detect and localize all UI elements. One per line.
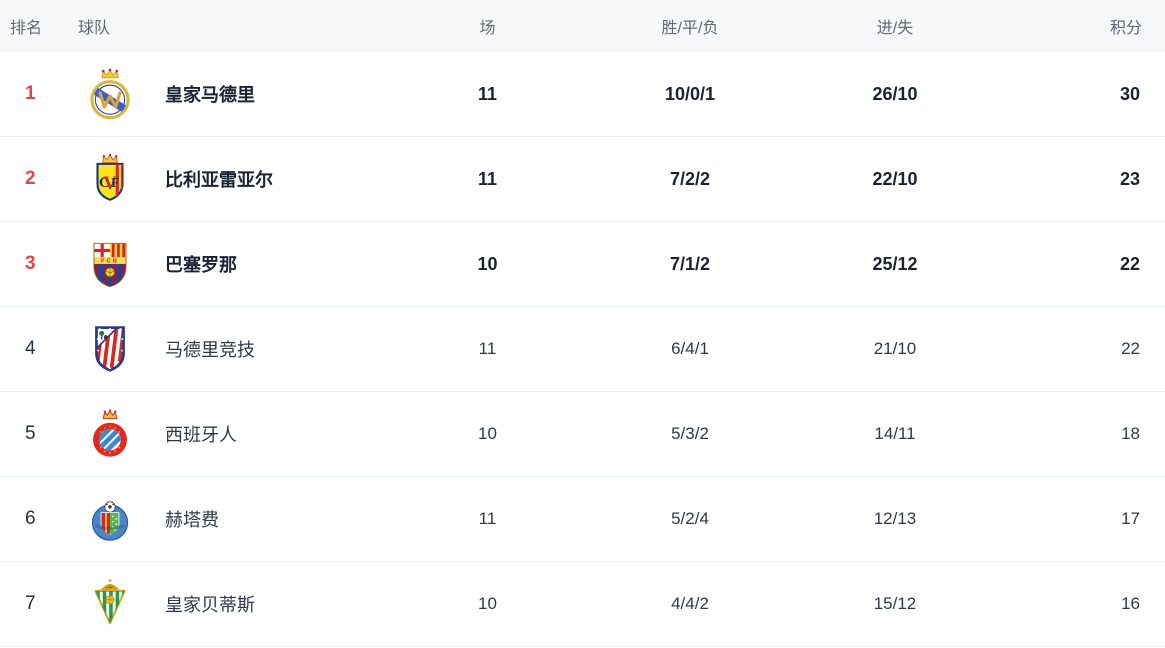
- team-name: 巴塞罗那: [165, 255, 237, 275]
- svg-text:FCB: FCB: [101, 258, 119, 264]
- table-header-row: 排名 球队 场 胜/平/负 进/失 积分: [0, 0, 1165, 52]
- points: 16: [1121, 594, 1140, 613]
- col-header-points: 积分: [1109, 20, 1142, 37]
- espanyol-crest-icon: [70, 407, 150, 462]
- col-header-goals: 进/失: [876, 20, 914, 37]
- team-name: 皇家贝蒂斯: [165, 595, 255, 615]
- table-row[interactable]: 3 FCB: [0, 222, 1165, 307]
- real-betis-crest-icon: [70, 577, 150, 632]
- col-header-wdl: 胜/平/负: [661, 20, 719, 37]
- matches-played: 11: [477, 83, 498, 104]
- points: 17: [1121, 509, 1140, 528]
- table-row[interactable]: 4: [0, 307, 1165, 392]
- table-row[interactable]: 2 C V F 比利亚雷亚尔 11 7/2/2 22/10 23: [0, 137, 1165, 222]
- col-header-team: 球队: [78, 20, 111, 37]
- goals-for-against: 22/10: [872, 168, 918, 189]
- real-madrid-crest-icon: [70, 67, 150, 122]
- points: 23: [1119, 168, 1140, 189]
- team-name: 西班牙人: [165, 425, 237, 445]
- villarreal-crest-icon: C V F: [70, 152, 150, 207]
- points: 22: [1119, 253, 1140, 274]
- table-row[interactable]: 1 皇家马德里 11 10/0/1 26/10 30: [0, 52, 1165, 137]
- matches-played: 11: [477, 168, 498, 189]
- svg-text:C: C: [99, 174, 110, 190]
- matches-played: 11: [478, 509, 497, 528]
- win-draw-loss: 6/4/1: [671, 339, 709, 358]
- svg-text:F: F: [111, 174, 119, 189]
- svg-text:V: V: [103, 172, 117, 193]
- rank-number: 7: [25, 593, 36, 614]
- win-draw-loss: 10/0/1: [664, 83, 716, 104]
- getafe-crest-icon: [70, 492, 150, 547]
- points: 18: [1121, 424, 1140, 443]
- atletico-madrid-crest-icon: [70, 322, 150, 377]
- matches-played: 11: [478, 339, 497, 358]
- team-name: 皇家马德里: [165, 85, 255, 105]
- matches-played: 10: [478, 424, 497, 443]
- rank-number: 4: [25, 338, 36, 359]
- goals-for-against: 12/13: [873, 509, 917, 528]
- barcelona-crest-icon: FCB: [70, 237, 150, 292]
- points: 30: [1119, 83, 1140, 104]
- col-header-played: 场: [479, 20, 496, 37]
- win-draw-loss: 7/2/2: [669, 168, 711, 189]
- goals-for-against: 25/12: [872, 253, 918, 274]
- table-row[interactable]: 5 西班牙人 10: [0, 392, 1165, 477]
- goals-for-against: 21/10: [873, 339, 917, 358]
- win-draw-loss: 7/1/2: [669, 253, 711, 274]
- rank-number: 6: [25, 508, 36, 529]
- goals-for-against: 14/11: [874, 424, 916, 443]
- rank-number: 1: [25, 83, 36, 104]
- win-draw-loss: 5/3/2: [671, 424, 709, 443]
- team-name: 比利亚雷亚尔: [165, 170, 273, 190]
- team-name: 马德里竞技: [165, 340, 255, 360]
- goals-for-against: 26/10: [872, 83, 918, 104]
- col-header-rank: 排名: [10, 20, 43, 37]
- rank-number: 5: [25, 423, 36, 444]
- table-row[interactable]: 6: [0, 477, 1165, 562]
- goals-for-against: 15/12: [873, 594, 917, 613]
- win-draw-loss: 4/4/2: [671, 594, 709, 613]
- team-name: 赫塔费: [165, 510, 219, 530]
- table-row[interactable]: 7 皇家贝蒂斯 10 4/4/2: [0, 562, 1165, 647]
- matches-played: 10: [477, 253, 498, 274]
- rank-number: 3: [25, 253, 36, 274]
- rank-number: 2: [25, 168, 36, 189]
- matches-played: 10: [478, 594, 497, 613]
- points: 22: [1121, 339, 1140, 358]
- win-draw-loss: 5/2/4: [671, 509, 709, 528]
